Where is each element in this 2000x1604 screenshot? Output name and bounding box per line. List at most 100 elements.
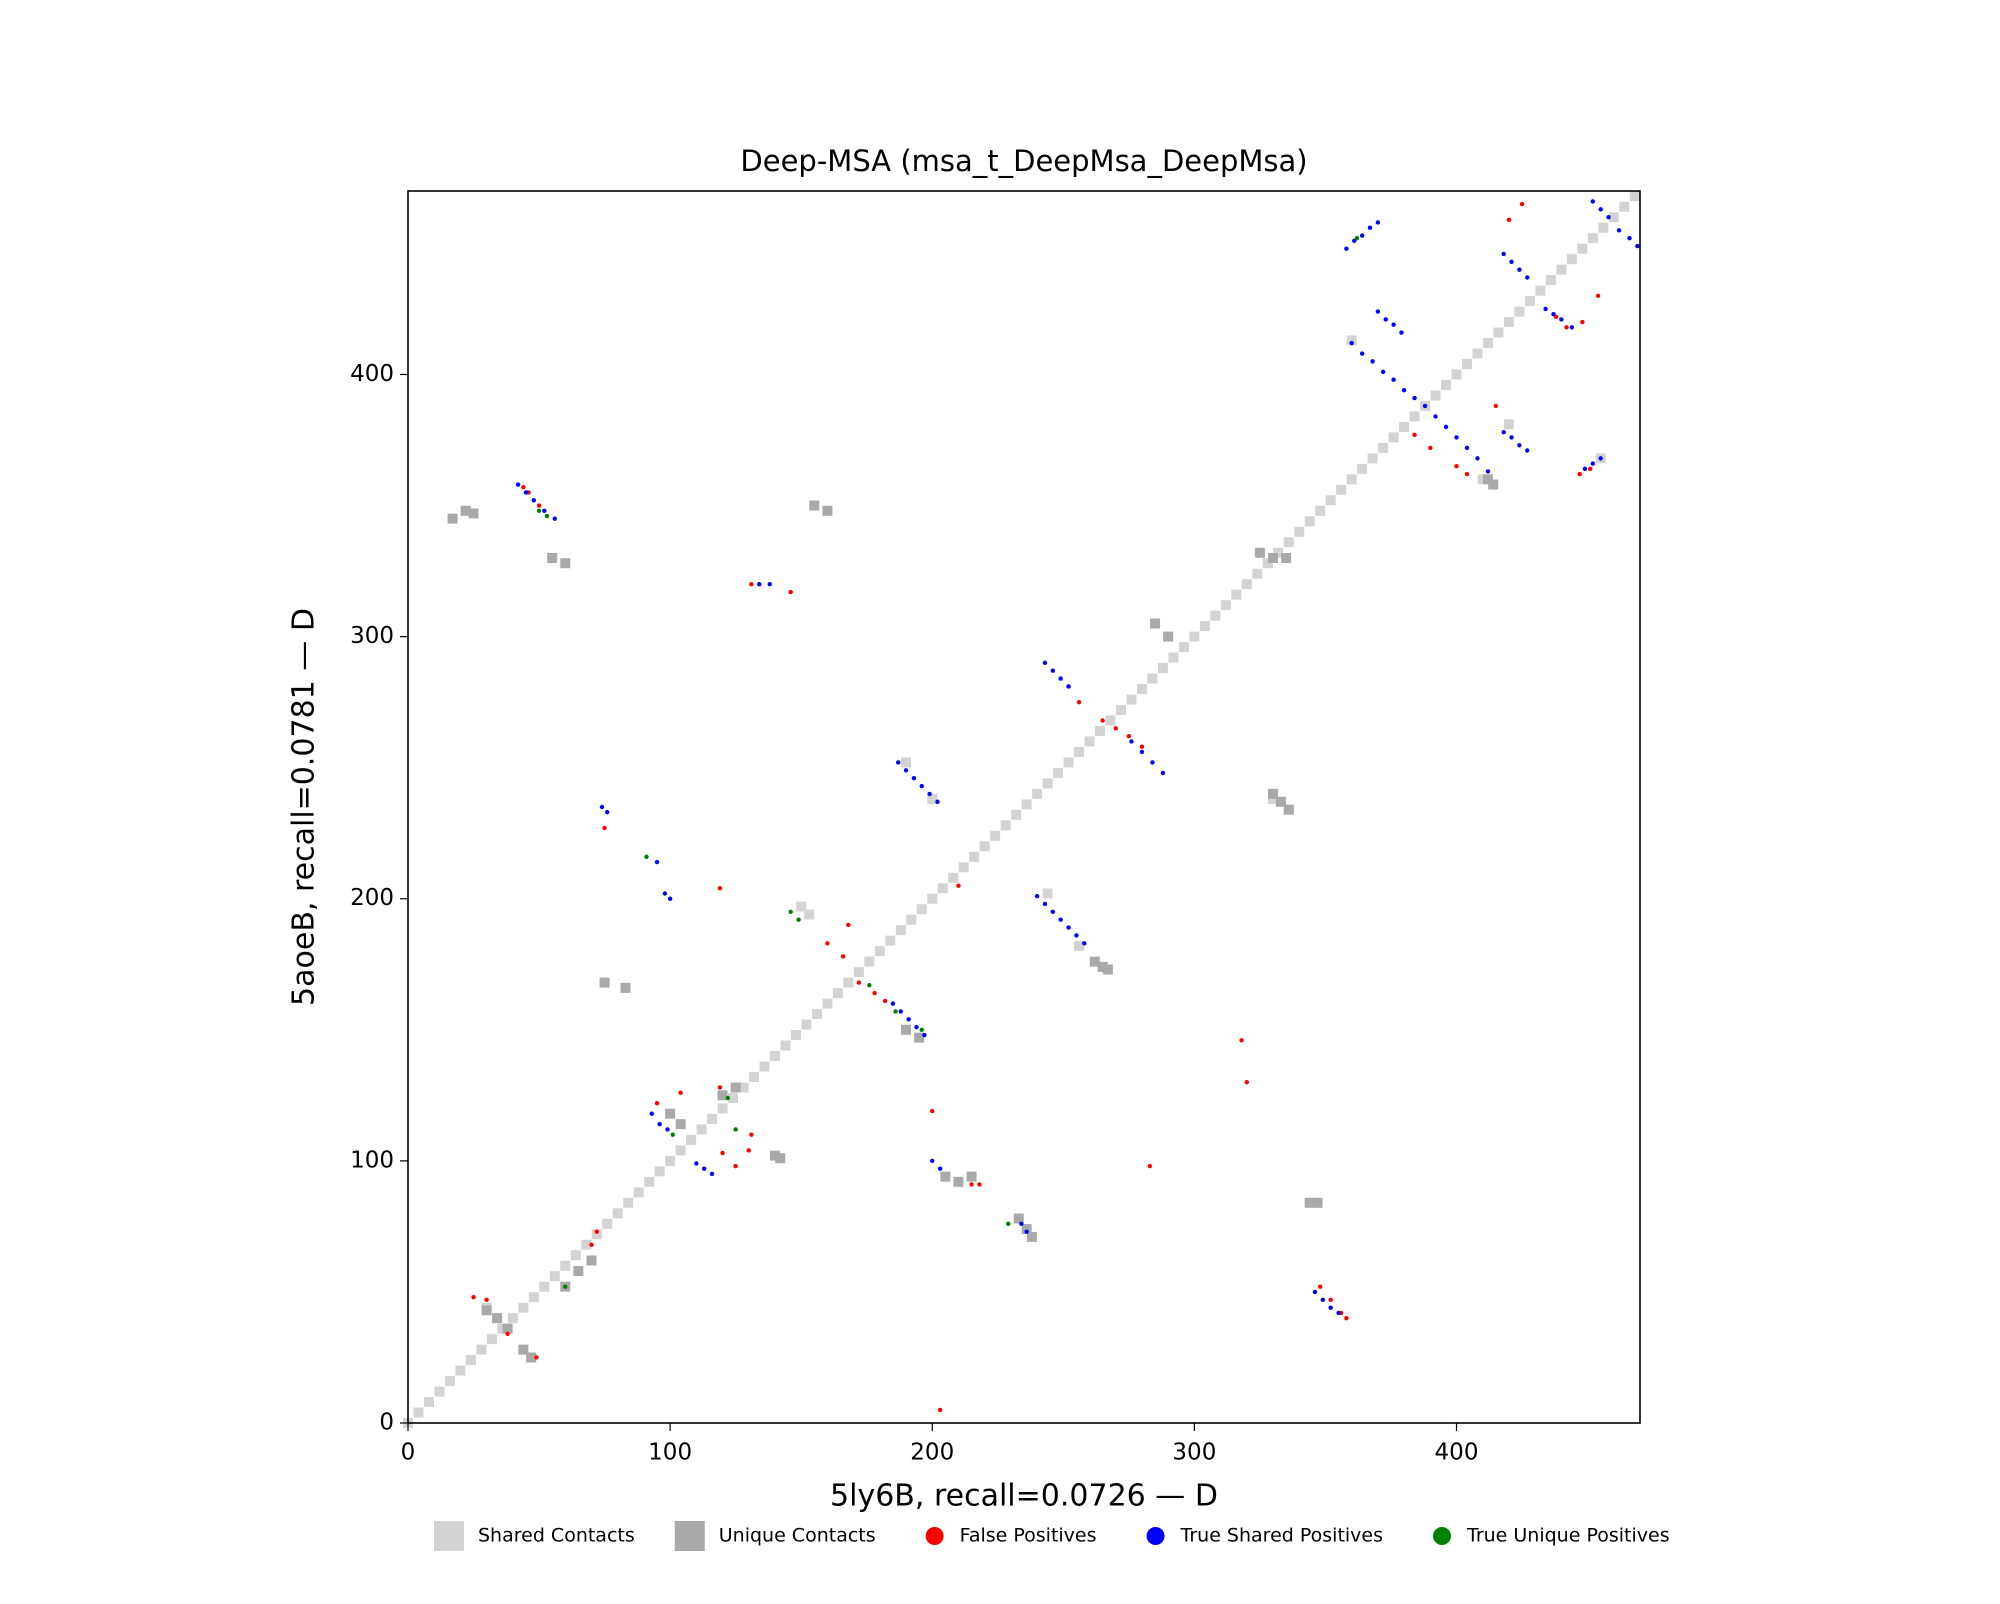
contact-point [560, 558, 571, 569]
contact-point [1097, 961, 1108, 972]
contact-point [979, 841, 990, 852]
prediction-point [678, 1090, 683, 1095]
prediction-point [1113, 726, 1118, 731]
contact-point [1254, 547, 1265, 558]
prediction-point [1590, 461, 1596, 466]
contact-point [801, 1019, 812, 1030]
prediction-point [644, 854, 649, 860]
contact-point [570, 1250, 581, 1261]
prediction-point [594, 1229, 599, 1234]
contact-point [1053, 767, 1064, 778]
contact-point [1535, 285, 1546, 296]
prediction-point [1606, 215, 1611, 220]
contact-point [1136, 684, 1147, 695]
prediction-point [657, 1121, 662, 1127]
contact-point [1095, 725, 1106, 736]
contact-point [769, 1150, 780, 1161]
prediction-point [717, 886, 723, 891]
prediction-point [1551, 312, 1556, 317]
prediction-point [1422, 403, 1428, 409]
x-tick-label: 300 [1172, 1440, 1216, 1466]
prediction-point [1509, 435, 1514, 440]
prediction-point [1582, 466, 1588, 472]
contact-point [885, 935, 896, 946]
contact-point [809, 500, 820, 511]
x-tick-label: 200 [910, 1440, 954, 1466]
prediction-point [757, 581, 762, 587]
prediction-point [1058, 917, 1063, 922]
contact-point [602, 1218, 613, 1229]
contact-point [1273, 547, 1284, 558]
prediction-point [1616, 228, 1622, 233]
contact-point [1042, 888, 1053, 899]
contact-point [738, 1082, 749, 1093]
prediction-point [1024, 1229, 1029, 1234]
contact-point [853, 967, 864, 978]
y-tick-label: 400 [350, 361, 394, 387]
prediction-point [1635, 243, 1640, 249]
prediction-point [1336, 1310, 1341, 1316]
prediction-point [1160, 770, 1166, 776]
contact-point [1262, 558, 1273, 569]
contact-point [1399, 421, 1410, 432]
prediction-point [1320, 1297, 1326, 1303]
contact-point [1042, 778, 1053, 789]
contact-point [958, 862, 969, 873]
contact-point [1472, 348, 1483, 359]
prediction-point [1147, 1163, 1153, 1169]
prediction-point [1318, 1284, 1323, 1289]
prediction-point [1066, 925, 1071, 930]
prediction-point [531, 498, 537, 503]
prediction-point [1559, 317, 1564, 322]
prediction-point [717, 1085, 723, 1090]
prediction-point [1485, 469, 1491, 474]
contact-point [1147, 673, 1158, 684]
contact-point [717, 1090, 728, 1101]
contact-point [1115, 705, 1126, 716]
contact-point [1089, 956, 1100, 967]
contact-point [434, 1386, 445, 1397]
x-tick-label: 0 [401, 1440, 416, 1466]
contact-point [953, 1176, 964, 1187]
legend-swatch [434, 1521, 464, 1551]
contact-point [927, 893, 938, 904]
contact-point [1461, 359, 1472, 370]
prediction-point [956, 883, 961, 888]
prediction-point [1129, 739, 1134, 744]
contact-point [586, 1255, 597, 1266]
prediction-point [1019, 1221, 1024, 1226]
prediction-point [895, 760, 901, 765]
prediction-point [1519, 201, 1525, 207]
contact-point [916, 904, 927, 915]
prediction-point [602, 825, 607, 831]
prediction-point [1464, 445, 1470, 451]
prediction-point [1391, 377, 1396, 382]
contact-point [1268, 794, 1279, 805]
prediction-point [1412, 432, 1417, 437]
prediction-point [937, 1166, 943, 1171]
prediction-point [825, 941, 830, 946]
contact-point [832, 988, 843, 999]
contact-point [696, 1124, 707, 1135]
contact-point [686, 1134, 697, 1145]
prediction-point [1367, 225, 1373, 230]
prediction-point [890, 1001, 896, 1006]
contact-point [644, 1176, 655, 1187]
contact-point [1325, 495, 1336, 506]
prediction-point [1042, 901, 1048, 907]
contact-point [780, 1040, 791, 1051]
prediction-point [856, 980, 862, 985]
prediction-point [1391, 322, 1396, 327]
contact-point [1304, 1197, 1315, 1208]
prediction-point [1569, 325, 1575, 330]
prediction-point [521, 485, 526, 490]
prediction-point [733, 1127, 738, 1132]
contact-point [843, 977, 854, 988]
legend-swatch [925, 1527, 944, 1545]
prediction-point [505, 1331, 510, 1337]
contact-point [759, 1061, 770, 1072]
legend-swatch [1433, 1527, 1451, 1545]
prediction-point [882, 998, 888, 1004]
prediction-point [1493, 403, 1499, 409]
